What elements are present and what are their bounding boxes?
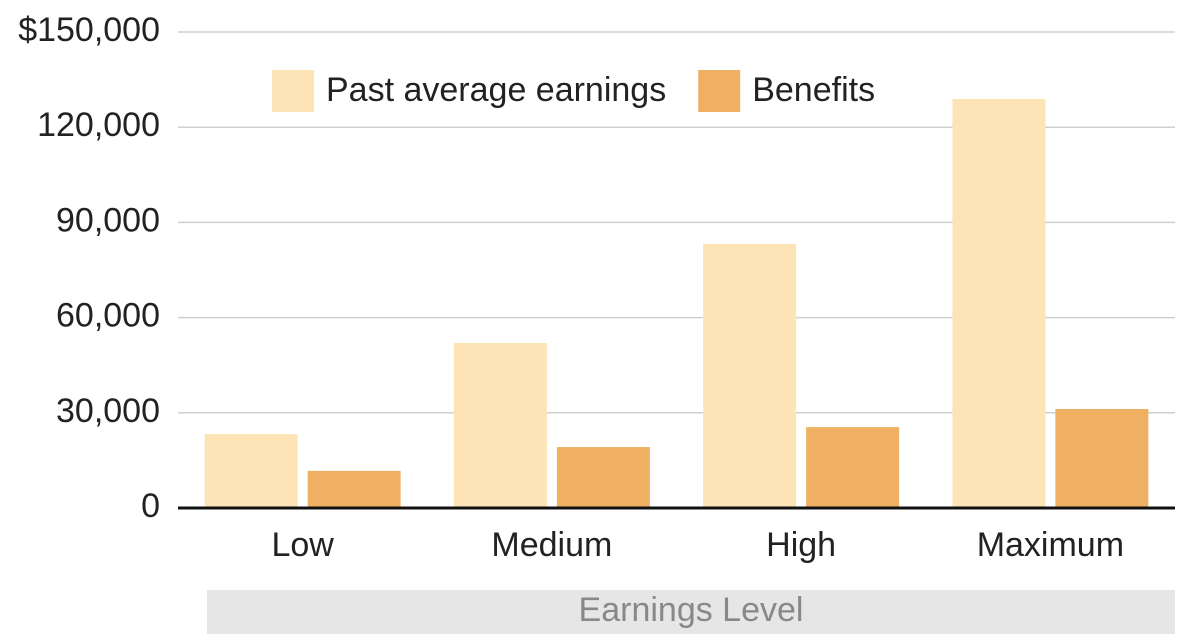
legend-label: Past average earnings	[326, 71, 666, 109]
bar	[556, 447, 650, 508]
y-tick-label: 0	[141, 487, 160, 525]
legend-swatch	[698, 70, 741, 112]
legend-background	[262, 62, 912, 122]
x-axis-title-box	[207, 590, 1175, 634]
y-tick-label: 60,000	[56, 297, 160, 335]
y-tick-label: 30,000	[56, 392, 160, 430]
x-tick-label: Medium	[491, 526, 612, 564]
bar	[204, 434, 298, 508]
x-axis-title: Earnings Level	[579, 591, 804, 629]
y-tick-label: 90,000	[56, 201, 160, 239]
y-tick-label: $150,000	[18, 11, 160, 49]
x-tick-label: Low	[271, 526, 334, 564]
bar	[703, 243, 797, 508]
x-tick-label: High	[766, 526, 836, 564]
legend-label: Benefits	[752, 71, 875, 109]
y-tick-label: 120,000	[37, 106, 160, 144]
bar	[307, 470, 401, 508]
bar	[806, 427, 900, 508]
bar	[952, 98, 1046, 508]
bar	[453, 342, 547, 508]
bar	[1055, 408, 1149, 508]
x-tick-label: Maximum	[977, 526, 1124, 564]
legend-swatch	[272, 70, 314, 112]
